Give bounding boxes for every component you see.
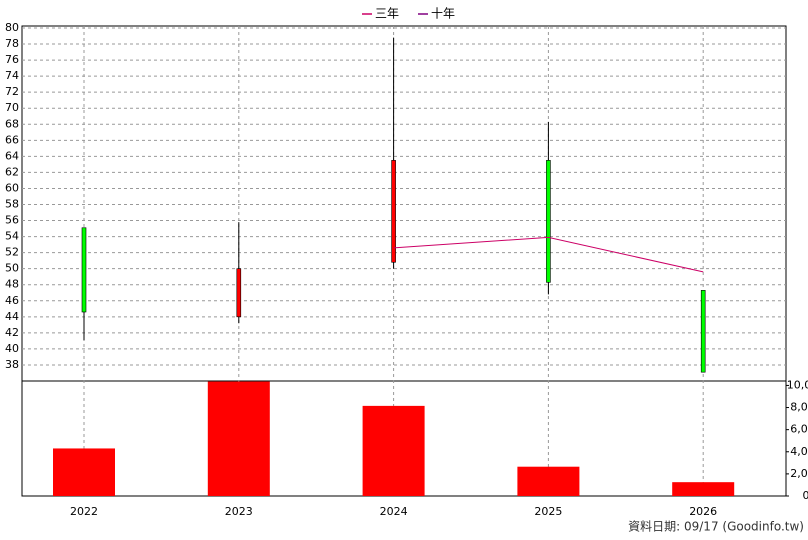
y-tick-label: 0 [803,489,808,502]
candle-body [81,227,87,313]
bar [517,466,580,496]
x-tick-label: 2024 [380,505,408,518]
y-tick-label: 80 [5,21,19,34]
y-tick-label: 48 [5,278,19,291]
y-tick-label: 38 [5,358,19,371]
y-tick-label: 72 [5,85,19,98]
x-tick-label: 2026 [689,505,717,518]
y-tick-label: 74 [5,69,19,82]
bar [672,482,735,496]
candle-body [546,160,551,283]
y-tick-label: 50 [5,262,19,275]
y-tick-label: 56 [5,214,19,227]
candle-body [236,268,242,318]
candle-body [700,290,706,373]
y-tick-label: 70 [5,101,19,114]
y-tick-label: 52 [5,246,19,259]
line [393,236,704,273]
y-tick-label: 58 [5,198,19,211]
legend-label: 十年 [431,7,455,21]
y-tick-label: 64 [5,149,19,162]
legend-label: 三年 [375,7,399,21]
y-tick-label: 10,000 [787,378,808,391]
y-tick-label: 6,000 [790,423,808,436]
bar [207,381,270,496]
x-tick-label: 2025 [534,505,562,518]
y-tick-label: 40 [5,342,19,355]
y-tick-label: 76 [5,53,19,66]
x-tick-label: 2022 [70,505,98,518]
footer: 資料日期: 09/17 (Goodinfo.tw) [628,520,804,534]
y-tick-label: 54 [5,230,19,243]
y-tick-label: 42 [5,326,19,339]
y-tick-label: 66 [5,133,19,146]
y-tick-label: 44 [5,310,19,323]
y-tick-label: 4,000 [790,445,808,458]
y-tick-label: 68 [5,117,19,130]
bar [362,405,425,496]
y-tick-label: 78 [5,37,19,50]
candle-body [391,160,396,263]
bar [53,448,115,496]
y-tick-label: 2,000 [790,467,808,480]
y-tick-label: 62 [5,165,19,178]
y-tick-label: 8,000 [790,401,808,414]
y-tick-label: 60 [5,181,19,194]
y-tick-label: 46 [5,294,19,307]
x-tick-label: 2023 [225,505,253,518]
